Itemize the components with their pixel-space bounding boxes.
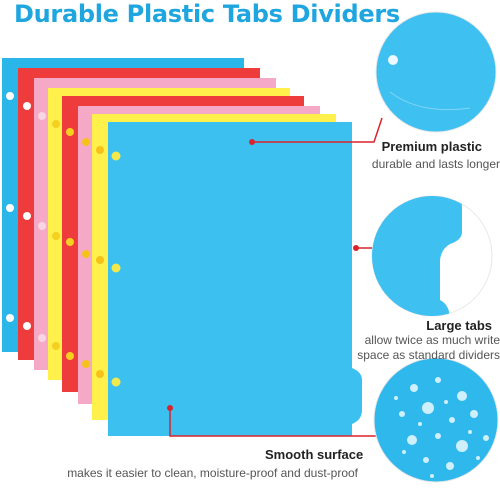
divider-blue-front — [108, 122, 362, 436]
punch-holes-colored — [38, 112, 121, 387]
callout-dots — [167, 139, 359, 411]
page-title: Durable Plastic Tabs Dividers — [14, 0, 400, 28]
feature-title-premium-plastic: Premium plastic — [381, 139, 482, 154]
zoom-circle-smooth-surface — [373, 357, 499, 483]
divider-stack — [2, 58, 362, 436]
feature-desc-smooth-surface: makes it easier to clean, moisture-proof… — [67, 466, 358, 480]
feature-title-large-tabs: Large tabs — [426, 318, 492, 333]
feature-desc-large-tabs: allow twice as much write space as stand… — [357, 333, 500, 362]
zoom-circle-large-tabs — [371, 195, 493, 317]
feature-desc-premium-plastic: durable and lasts longer — [371, 157, 500, 171]
zoom-circle-premium-plastic — [375, 11, 497, 133]
punch-holes — [6, 92, 31, 330]
feature-title-smooth-surface: Smooth surface — [265, 447, 364, 462]
